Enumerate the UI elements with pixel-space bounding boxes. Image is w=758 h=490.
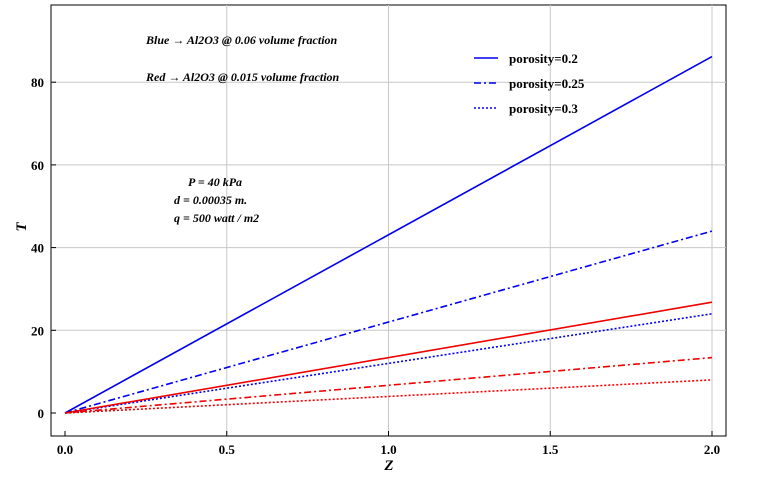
- annotation-pressure: P = 40 kPa: [188, 175, 242, 189]
- y-tick-label: 40: [31, 241, 44, 256]
- y-tick-label: 20: [31, 323, 44, 338]
- x-tick-label: 2.0: [704, 442, 720, 457]
- y-tick-label: 80: [31, 75, 44, 90]
- series-line-1: [64, 55, 713, 414]
- legend-label: porosity=0.3: [509, 101, 578, 116]
- series-line-3: [64, 313, 713, 414]
- series-line-5: [64, 356, 713, 414]
- legend-label: porosity=0.25: [509, 76, 585, 91]
- x-tick-label: 0.0: [57, 442, 73, 457]
- annotation-heat-flux: q = 500 watt / m2: [174, 211, 259, 225]
- series-layer: [64, 55, 713, 414]
- series-line-2: [64, 230, 713, 414]
- annotation-red-note: Red → Al2O3 @ 0.015 volume fraction: [145, 70, 340, 84]
- y-axis-title: T: [14, 222, 30, 232]
- x-axis-title: Z: [383, 458, 393, 474]
- series-line-4: [64, 301, 713, 414]
- y-tick-label: 0: [38, 406, 45, 421]
- x-tick-label: 1.0: [380, 442, 396, 457]
- annotation-diameter: d = 0.00035 m.: [174, 193, 247, 207]
- grid-layer: [51, 5, 726, 436]
- x-tick-label: 0.5: [219, 442, 236, 457]
- y-tick-label: 60: [31, 158, 44, 173]
- x-tick-label: 1.5: [542, 442, 559, 457]
- legend: porosity=0.2 porosity=0.25 porosity=0.3: [474, 51, 585, 116]
- tick-layer: 0.0 0.5 1.0 1.5 2.0 0 20 40 60 80: [31, 75, 720, 457]
- legend-label: porosity=0.2: [509, 51, 578, 66]
- annotation-blue-note: Blue → Al2O3 @ 0.06 volume fraction: [145, 33, 338, 47]
